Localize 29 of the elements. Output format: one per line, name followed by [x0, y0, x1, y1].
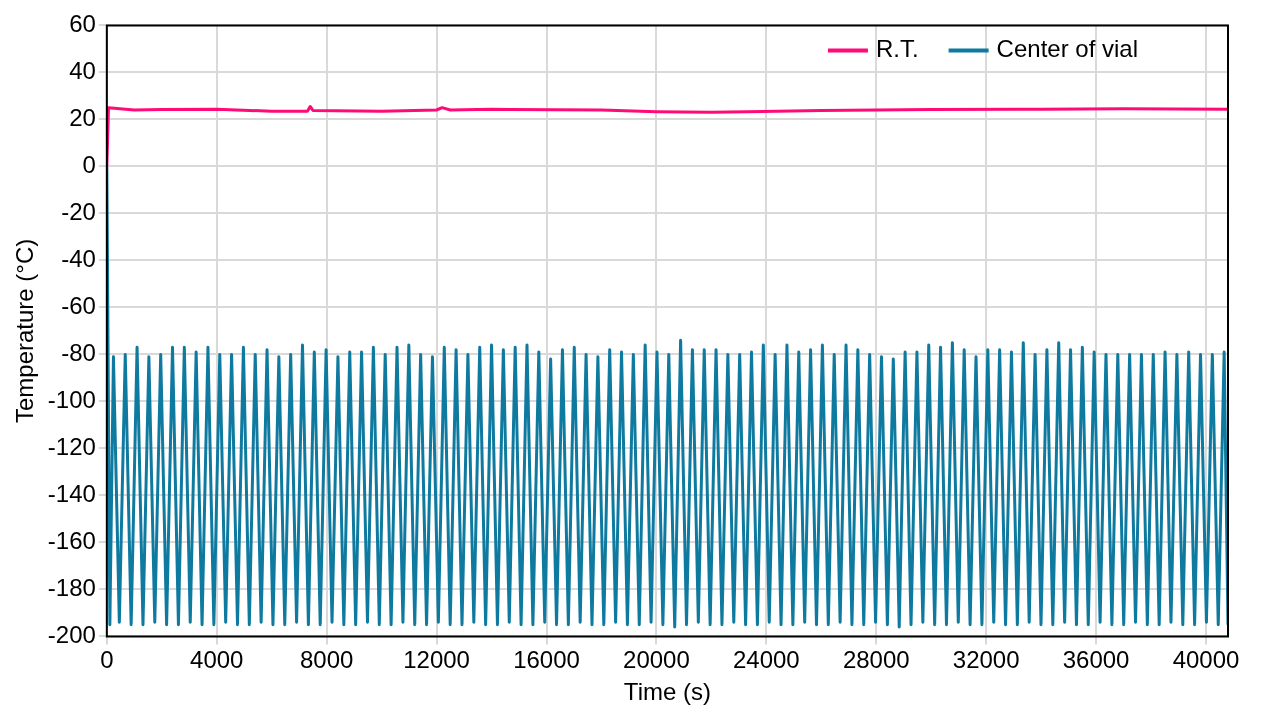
x-tick-label: 32000	[952, 646, 1020, 674]
x-axis-title: Time (s)	[623, 678, 711, 706]
x-tick-label: 16000	[513, 646, 580, 674]
legend-label: Center of vial	[996, 35, 1139, 63]
x-tick-label: 28000	[842, 646, 910, 674]
y-tick-label: -80	[61, 339, 96, 367]
y-tick-label: -140	[47, 480, 96, 508]
x-tick-label: 40000	[1172, 646, 1240, 674]
y-tick-label: 40	[69, 57, 96, 85]
y-tick-label: -120	[47, 433, 96, 461]
y-tick-label: -200	[47, 621, 96, 649]
x-tick-label: 20000	[623, 646, 690, 674]
legend-label: R.T.	[875, 35, 919, 63]
y-tick-label: -20	[61, 198, 96, 226]
y-tick-label: -40	[61, 245, 96, 273]
x-tick-label: 4000	[190, 646, 244, 674]
y-tick-label: -60	[61, 292, 96, 320]
y-tick-label: 20	[69, 104, 96, 132]
y-tick-label: -180	[47, 574, 96, 602]
y-tick-label: 60	[69, 10, 96, 38]
y-tick-label: -100	[47, 386, 96, 414]
x-tick-label: 24000	[732, 646, 800, 674]
x-tick-label: 8000	[299, 646, 354, 674]
y-axis-title: Temperature (°C)	[11, 238, 39, 424]
x-tick-label: 36000	[1062, 646, 1130, 674]
x-tick-label: 0	[100, 646, 114, 674]
y-tick-label: 0	[82, 151, 96, 179]
x-tick-label: 12000	[403, 646, 470, 674]
y-tick-label: -160	[47, 527, 96, 555]
